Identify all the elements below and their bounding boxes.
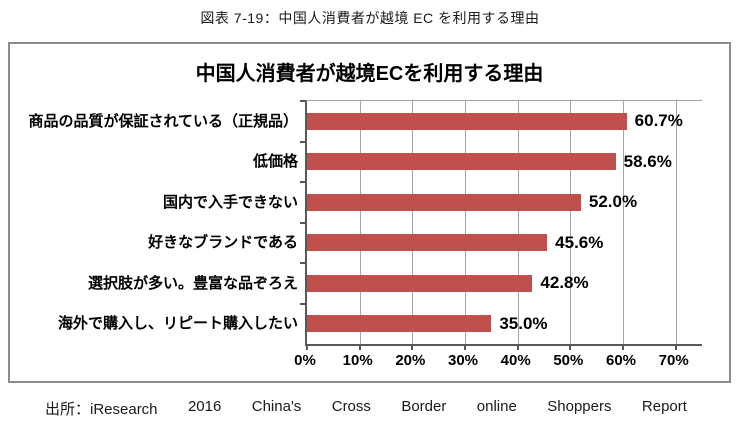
- x-axis-label: 10%: [342, 352, 373, 369]
- chart-panel: 中国人消費者が越境ECを利用する理由 商品の品質が保証されている（正規品） 低価格…: [8, 42, 731, 383]
- gridline: [675, 101, 677, 344]
- bar: [307, 193, 581, 211]
- gridline: [359, 101, 361, 344]
- source-word: China's: [251, 398, 302, 415]
- source-word: 出所：iResearch: [45, 401, 158, 418]
- gridline: [517, 101, 519, 344]
- y-axis-tick: [300, 302, 306, 305]
- bar: [307, 153, 616, 171]
- plot-area: 60.7% 58.6% 52.0% 45.6% 42.8% 35.0%: [300, 100, 702, 350]
- source-word: 2016: [187, 398, 222, 415]
- category-label: 海外で購入し、リピート購入したい: [57, 315, 298, 333]
- x-axis-tick: [569, 344, 572, 350]
- value-label: 42.8%: [540, 273, 589, 293]
- gridline: [623, 101, 624, 344]
- x-axis-label: 60%: [605, 352, 637, 369]
- category-label: 低価格: [252, 153, 298, 171]
- x-axis-tick: [516, 344, 519, 350]
- x-axis-tick: [306, 344, 308, 350]
- source-word: Cross: [331, 398, 371, 415]
- gridline: [465, 101, 466, 344]
- y-axis-tick: [300, 262, 306, 264]
- x-axis-tick: [358, 344, 361, 350]
- x-axis-label: 20%: [395, 352, 426, 369]
- x-axis-label: 30%: [447, 352, 479, 369]
- source-word: Shoppers: [547, 398, 612, 415]
- x-axis-tick: [411, 344, 414, 350]
- y-axis-tick: [300, 221, 306, 224]
- source-word: Report: [641, 398, 687, 415]
- y-axis-tick: [300, 181, 306, 183]
- figure-caption: 図表 7-19：中国人消費者が越境 EC を利用する理由: [200, 10, 540, 26]
- category-label: 商品の品質が保証されている（正規品）: [28, 112, 298, 130]
- value-label: 58.6%: [623, 151, 672, 171]
- x-axis-label: 50%: [553, 352, 584, 369]
- gridline: [412, 101, 414, 344]
- value-label: 45.6%: [555, 232, 604, 252]
- bar: [307, 112, 627, 130]
- category-label: 選択肢が多い。豊富な品ぞろえ: [87, 274, 298, 292]
- gridline: [570, 101, 572, 344]
- source-word: Border: [401, 398, 447, 415]
- x-axis-label: 0%: [294, 352, 316, 369]
- x-axis-tick: [464, 344, 466, 350]
- bar: [307, 315, 492, 333]
- category-label: 好きなブランドである: [148, 234, 298, 252]
- source-line: 出所：iResearch 2016 China's Cross Border online…: [45, 398, 687, 419]
- x-axis: 0% 10% 20% 30% 40% 50% 60% 70%: [294, 352, 700, 372]
- category-label: 国内で入手できない: [162, 193, 298, 211]
- x-axis-label: 70%: [658, 352, 689, 369]
- chart-title: 中国人消費者が越境ECを利用する理由: [195, 63, 544, 85]
- x-axis-label: 40%: [500, 352, 531, 369]
- y-axis-tick: [300, 140, 306, 143]
- bar: [307, 274, 533, 292]
- x-axis-tick: [622, 344, 624, 350]
- value-label: 60.7%: [634, 111, 683, 131]
- value-label: 35.0%: [499, 313, 548, 333]
- bar: [307, 234, 548, 252]
- x-axis-tick: [674, 344, 677, 350]
- value-label: 52.0%: [588, 192, 638, 212]
- source-word: online: [476, 398, 517, 415]
- y-axis-tick: [300, 100, 306, 102]
- category-axis: 商品の品質が保証されている（正規品） 低価格国内で入手できない好きなブランドである…: [18, 100, 298, 343]
